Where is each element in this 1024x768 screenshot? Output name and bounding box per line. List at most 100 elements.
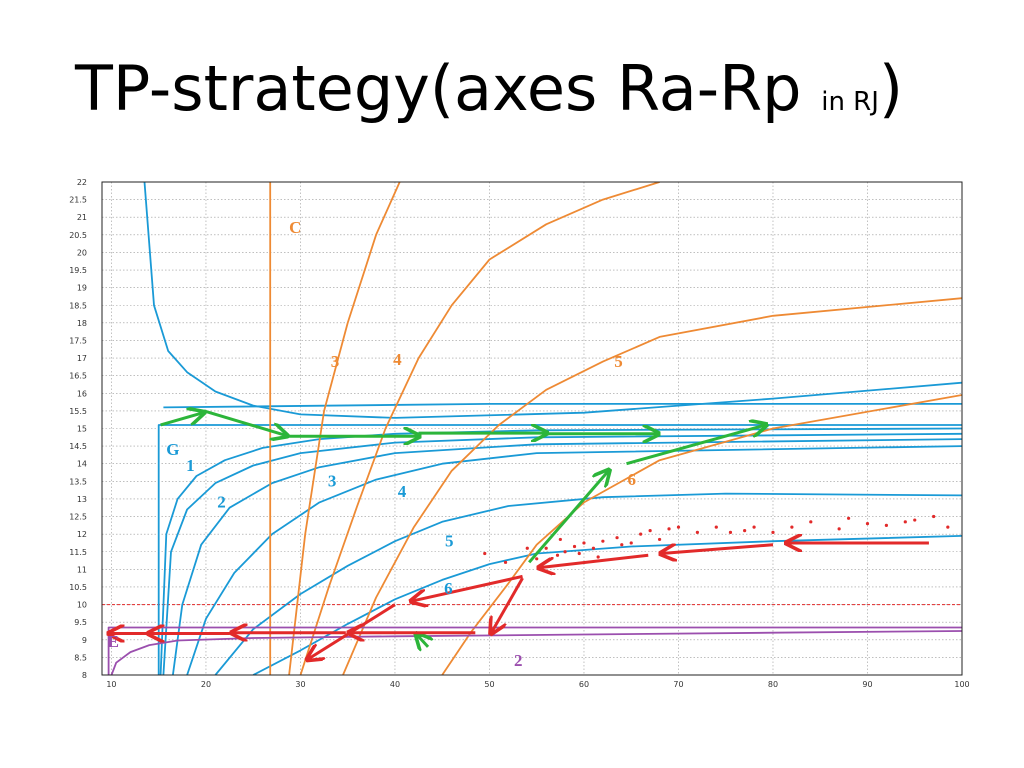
data-point	[865, 521, 870, 526]
y-tick-label: 20.5	[69, 231, 87, 240]
data-point	[790, 525, 794, 529]
y-tick-label: 9	[82, 636, 87, 645]
y-tick-label: 10	[77, 601, 87, 610]
data-point	[483, 551, 487, 556]
blue-curve	[162, 432, 962, 675]
blue-curve	[172, 438, 962, 675]
series-layer	[102, 182, 962, 675]
curve-label: 6	[444, 579, 453, 598]
y-tick-label: 16	[77, 389, 87, 398]
blue-curve	[186, 445, 962, 675]
x-tick-label: 40	[390, 680, 400, 689]
curve-label: 5	[614, 352, 623, 371]
data-point	[639, 532, 643, 536]
y-tick-label: 15	[77, 425, 87, 434]
data-point	[503, 560, 508, 564]
data-point	[544, 546, 548, 550]
y-tick-label: 17	[77, 354, 87, 363]
curve-label: 2	[217, 493, 226, 512]
slide-title: TP-strategy(axes Ra-Rp in RJ)	[75, 58, 903, 120]
data-point	[620, 543, 624, 547]
y-tick-label: 14.5	[69, 442, 87, 451]
red-arrow	[540, 553, 649, 567]
y-tick-label: 8.5	[74, 653, 87, 662]
y-tick-label: 17.5	[69, 336, 87, 345]
data-point	[558, 537, 562, 542]
y-tick-label: 19.5	[69, 266, 87, 275]
data-point	[946, 525, 950, 529]
green-arrow	[626, 425, 766, 466]
x-tick-label: 90	[862, 680, 872, 689]
y-tick-label: 11.5	[69, 548, 87, 557]
data-point	[667, 527, 671, 531]
blue-curve	[157, 424, 962, 675]
y-tick-label: 8	[82, 671, 87, 680]
x-tick-label: 20	[201, 680, 211, 689]
green-arrow	[528, 471, 608, 564]
data-point	[596, 555, 600, 559]
curve-label: 5	[445, 531, 454, 550]
y-tick-label: 18.5	[69, 301, 87, 310]
orange-curve	[299, 182, 660, 675]
curve-label: 3	[331, 352, 340, 371]
data-point	[714, 525, 718, 529]
data-point	[601, 539, 605, 543]
y-tick-label: 12	[77, 530, 87, 539]
y-tick-label: 19	[77, 284, 87, 293]
data-point	[743, 529, 747, 533]
y-tick-label: 18	[77, 319, 87, 328]
blue-curve	[163, 402, 962, 409]
slide-title-close: )	[878, 52, 904, 125]
data-point	[577, 551, 581, 556]
data-point	[752, 525, 756, 529]
x-tick-label: 80	[768, 680, 778, 689]
data-point	[728, 530, 733, 534]
grid-layer: 10 20 30 40 50 60 70 80 90 100 8 8.5 9 9.5 10 10.5 11 11.…	[69, 178, 969, 689]
y-tick-label: 16.5	[69, 372, 87, 381]
data-point	[615, 536, 619, 540]
data-point	[535, 557, 539, 561]
green-arrow	[203, 409, 286, 436]
curve-label: 4	[393, 350, 402, 369]
blue-curve	[214, 492, 962, 675]
data-point	[657, 537, 662, 542]
curve-label: 1	[186, 456, 195, 475]
data-point	[809, 520, 813, 524]
data-point	[903, 520, 907, 524]
curve-label: C	[289, 218, 301, 237]
curve-label: E	[108, 632, 119, 651]
x-tick-label: 60	[579, 680, 589, 689]
data-point	[932, 514, 936, 519]
y-tick-label: 13	[77, 495, 87, 504]
data-point	[884, 523, 888, 527]
data-point	[582, 541, 586, 545]
orange-curve	[288, 182, 401, 675]
y-tick-label: 9.5	[74, 618, 87, 627]
orange-curve	[342, 297, 962, 675]
data-point	[676, 525, 681, 529]
y-tick-label: 21	[77, 213, 87, 222]
x-tick-label: 50	[484, 680, 494, 689]
curve-label: 2	[514, 651, 523, 670]
y-tick-label: 21.5	[69, 196, 87, 205]
green-arrow	[417, 635, 428, 647]
data-point	[572, 544, 577, 549]
data-point	[629, 541, 633, 545]
data-point	[591, 546, 596, 550]
y-tick-label: 11	[77, 565, 87, 574]
y-tick-label: 14	[77, 460, 87, 469]
x-tick-label: 100	[954, 680, 969, 689]
data-point	[525, 546, 529, 550]
red-arrow	[661, 543, 774, 554]
data-point	[846, 516, 851, 520]
y-tick-label: 12.5	[69, 513, 87, 522]
data-point	[913, 518, 917, 522]
x-tick-label: 30	[295, 680, 305, 689]
data-point	[837, 527, 841, 531]
purple-curve	[110, 630, 962, 675]
data-point	[555, 553, 560, 557]
y-tick-label: 10.5	[69, 583, 87, 592]
blue-curve	[252, 535, 962, 675]
y-tick-label: 20	[77, 248, 87, 257]
